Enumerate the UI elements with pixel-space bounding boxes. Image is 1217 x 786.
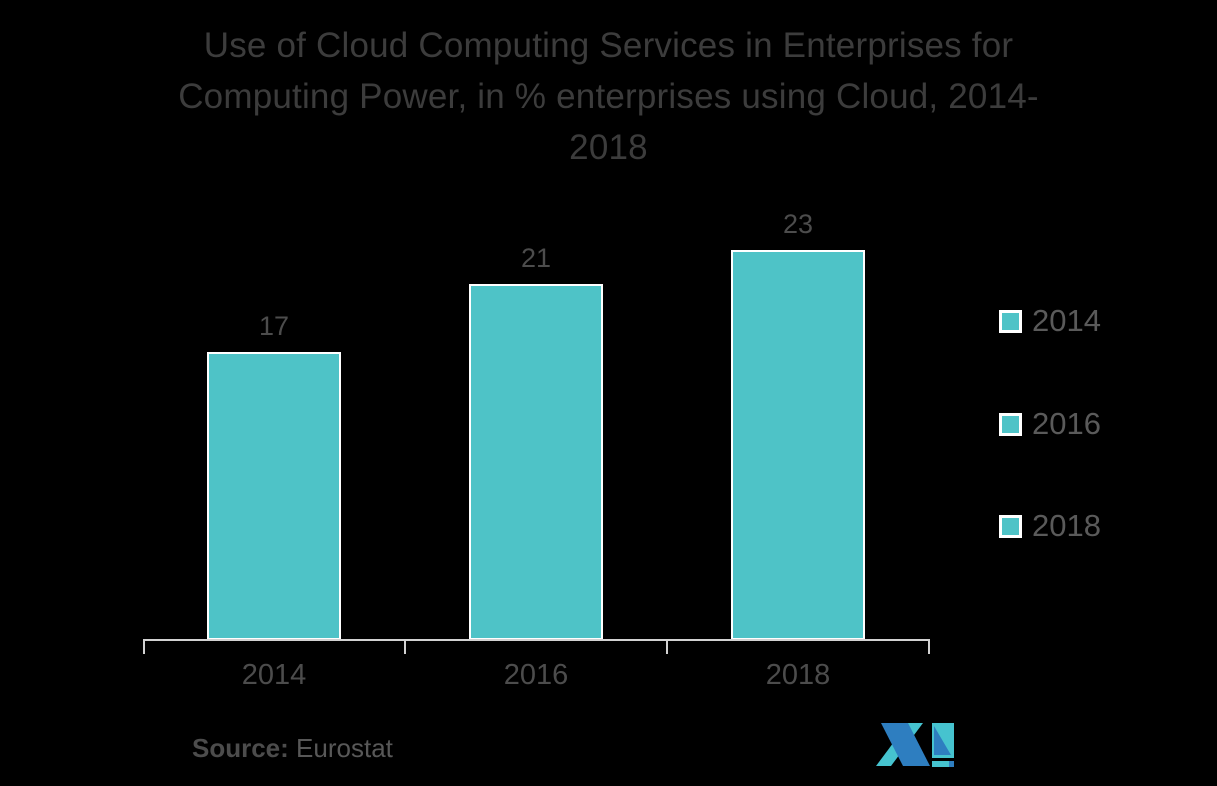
legend-item-2014: 2014 — [999, 303, 1101, 339]
legend-swatch-icon — [999, 514, 1022, 538]
chart-title-line-1: Use of Cloud Computing Services in Enter… — [203, 26, 1014, 65]
bar-value-label-2018: 23 — [782, 209, 814, 239]
bar-2016 — [469, 284, 603, 640]
source-note: Source: Eurostat — [192, 733, 393, 764]
x-axis-label-2016: 2016 — [503, 659, 569, 691]
bar-value-label-2016: 21 — [520, 243, 552, 273]
bar-2018 — [731, 250, 865, 640]
x-axis-line — [143, 639, 930, 641]
bar-2014 — [207, 352, 341, 640]
x-axis-tick-0 — [143, 639, 145, 654]
x-axis-label-2018: 2018 — [765, 659, 831, 691]
x-axis-tick-2 — [666, 639, 668, 654]
legend-label: 2016 — [1032, 406, 1101, 441]
source-value: Eurostat — [296, 733, 393, 763]
legend-swatch-icon — [999, 412, 1022, 436]
x-axis-tick-1 — [404, 639, 406, 654]
chart-title-line-3: 2018 — [569, 128, 648, 167]
legend-label: 2018 — [1032, 508, 1101, 543]
chart-title: Use of Cloud Computing Services in Enter… — [0, 20, 1217, 173]
chart-title-line-2: Computing Power, in % enterprises using … — [178, 77, 1039, 116]
x-axis-label-2014: 2014 — [241, 659, 307, 691]
legend-label: 2014 — [1032, 303, 1101, 338]
legend-item-2018: 2018 — [999, 508, 1101, 544]
bar-value-label-2014: 17 — [258, 311, 290, 341]
legend-swatch-icon — [999, 309, 1022, 333]
legend-item-2016: 2016 — [999, 406, 1101, 442]
source-label: Source: — [192, 733, 289, 763]
x-axis-tick-3 — [928, 639, 930, 654]
mordor-intelligence-logo-icon — [876, 723, 954, 767]
